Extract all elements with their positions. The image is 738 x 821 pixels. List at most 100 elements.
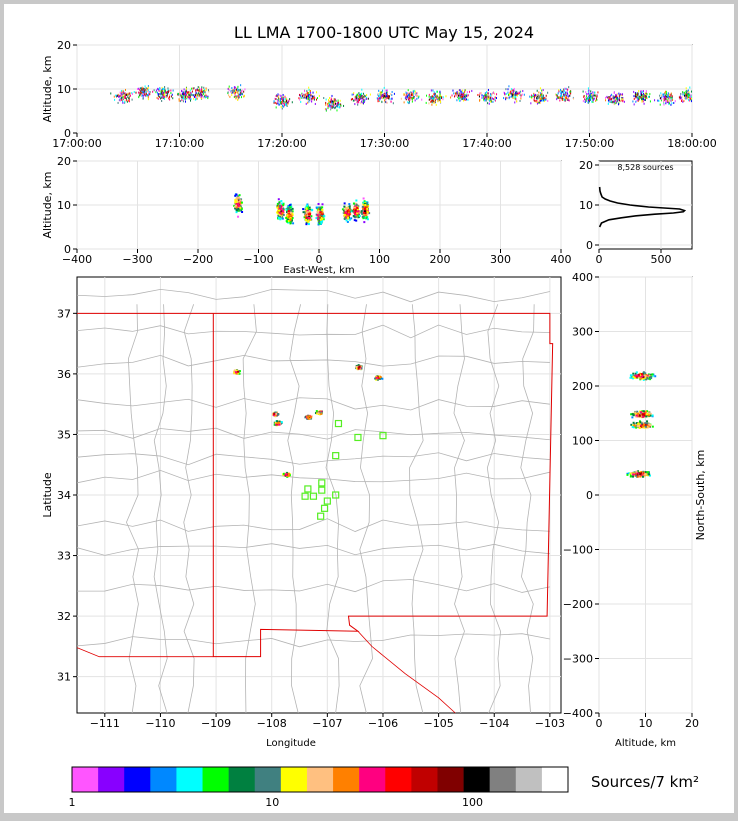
time-height-source [280,105,282,108]
ew-height-source [366,210,369,213]
county-boundary [359,304,373,713]
time-height-source [418,95,420,98]
time-height-source [516,100,518,103]
ns-height-source [633,473,636,476]
time-height-source [361,88,363,91]
time-height-source [688,94,690,97]
colorbar-frame [71,766,569,793]
time-height-source [197,89,199,92]
ew-height-source [234,204,237,207]
ew-height-xtick-label: 0 [316,253,323,266]
ew-height-source [304,208,307,211]
time-height-xtick-label: 18:00:00 [667,137,716,150]
time-height-source [280,101,282,104]
ns-height-source [636,425,639,428]
time-height-source [120,94,122,97]
time-height-source [483,97,485,100]
ew-height-source [308,209,311,212]
time-height-source [679,95,681,98]
time-height-source [241,89,243,92]
time-height-source [332,103,334,106]
time-height-source [190,91,192,94]
time-height-source [362,102,364,105]
lma-station-marker [318,486,326,494]
ew-height-source [346,210,349,213]
time-height-source [539,101,541,104]
time-height-source [547,99,549,102]
time-height-source [376,97,378,100]
time-height-source [311,97,313,100]
time-height-source [608,97,610,100]
time-height-source [456,99,458,102]
time-height-source [412,94,414,97]
time-height-source [687,93,689,96]
time-height-source [153,89,155,92]
ns-height-ytick-label: 300 [572,326,593,339]
time-height-source [204,96,206,99]
histogram-ytick-label: 10 [579,199,593,212]
time-height-source [462,89,464,92]
time-height-source [362,101,364,104]
time-height-source [358,92,360,95]
ew-height-source [316,215,319,218]
time-height-source [327,105,329,108]
time-height-source [680,96,682,99]
time-height-source [237,92,239,95]
time-height-source [172,89,174,92]
ns-height-source [646,410,649,413]
time-height-source [513,94,515,97]
plan-view-source [357,364,360,367]
colorbar-swatch [385,767,412,792]
ns-height-source [648,474,651,477]
time-height-source [188,93,190,96]
ns-height-source [638,414,641,417]
ns-height-source [648,425,651,428]
time-height-source [190,97,192,100]
time-height-source [363,99,365,102]
time-height-source [513,87,515,90]
time-height-source [641,100,643,103]
ns-height-source [646,422,649,425]
time-height-source [611,97,613,100]
time-height-source [120,99,122,102]
time-height-source [146,89,148,92]
time-height-source [193,97,195,100]
time-height-source [386,93,388,96]
time-height-source [487,96,489,99]
time-height-source [201,86,203,89]
ns-height-source [646,375,649,378]
time-height-source [198,88,200,91]
time-height-source [143,90,145,93]
time-height-source [560,88,562,91]
time-height-source [542,89,544,92]
ns-height-source [642,378,645,381]
time-height-source [158,95,160,98]
ns-height-source [640,414,643,417]
time-height-source [637,98,639,101]
plan-view-xtick-label: −111 [90,717,120,730]
time-height-source [664,94,666,97]
time-height-source [335,98,337,101]
time-height-source [289,98,291,101]
colorbar-swatch [306,767,334,792]
ew-height-source [234,199,237,202]
time-height-source [309,97,311,100]
time-height-source [231,91,233,94]
ns-height-ytick-label: −100 [563,544,593,557]
time-height-source [458,97,460,100]
time-height-source [432,99,434,102]
time-height-source [305,97,307,100]
time-height-source [382,89,384,92]
ew-height-source [357,214,360,217]
time-height-source [665,102,667,105]
time-height-source [155,91,157,94]
time-height-source [685,94,687,97]
time-height-source [686,97,688,100]
ew-height-source [322,218,325,221]
plan-view-source [307,417,310,420]
time-height-source [437,96,439,99]
time-height-source [635,96,637,99]
time-height-source [460,93,462,96]
time-height-source [644,99,646,102]
time-height-source [460,90,462,93]
